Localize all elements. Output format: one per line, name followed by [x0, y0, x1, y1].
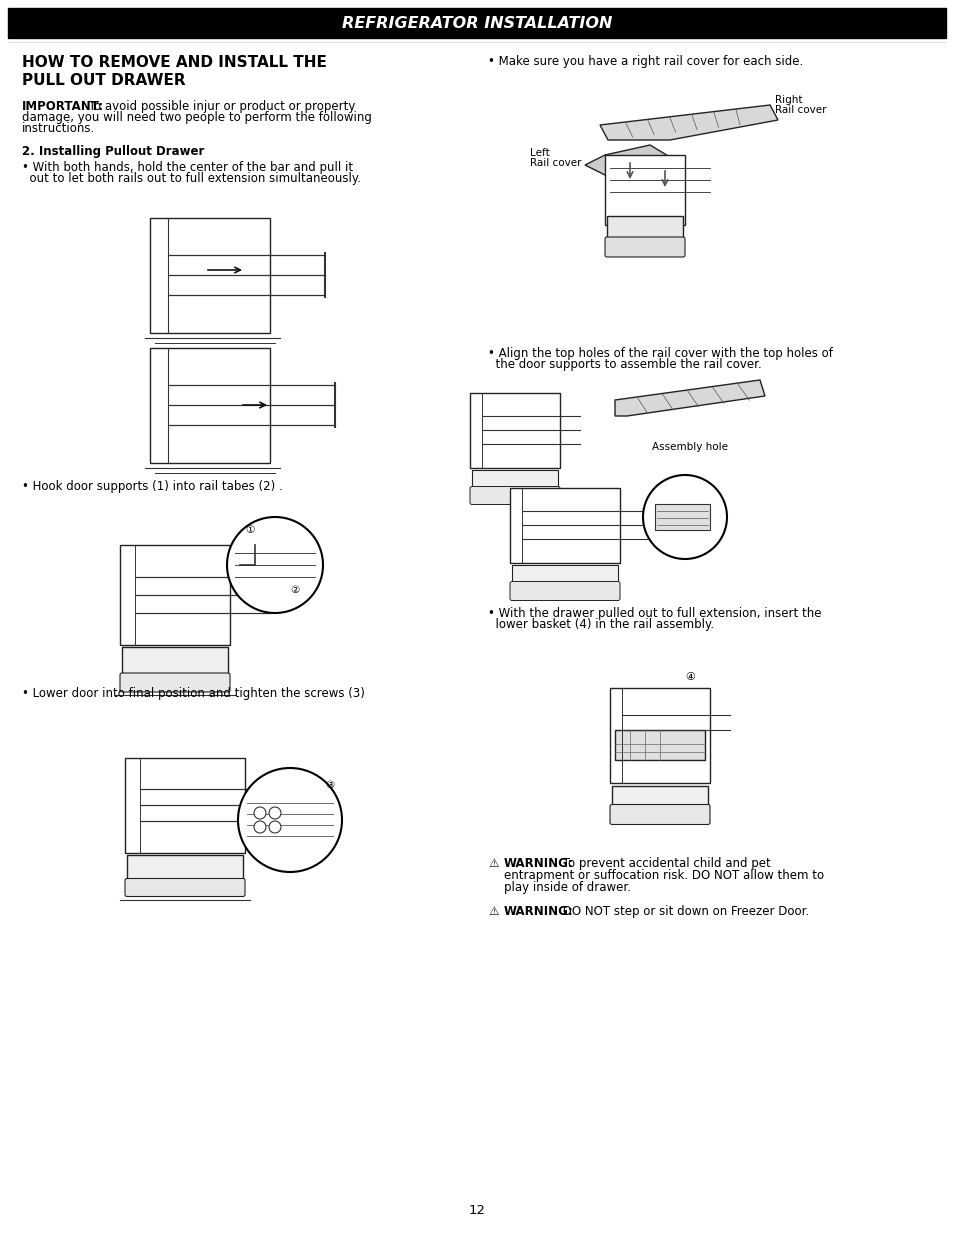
FancyBboxPatch shape	[609, 804, 709, 825]
Bar	[120, 545, 230, 645]
Circle shape	[642, 475, 726, 559]
Circle shape	[227, 517, 323, 613]
Text: REFRIGERATOR INSTALLATION: REFRIGERATOR INSTALLATION	[341, 16, 612, 31]
Text: ⚠: ⚠	[488, 905, 498, 918]
Text: Left: Left	[530, 148, 549, 158]
Text: • With the drawer pulled out to full extension, insert the: • With the drawer pulled out to full ext…	[488, 606, 821, 620]
Bar	[606, 216, 682, 240]
Text: Right: Right	[774, 95, 801, 105]
FancyBboxPatch shape	[120, 673, 230, 692]
FancyBboxPatch shape	[604, 237, 684, 257]
Text: ③: ③	[325, 781, 335, 790]
Bar	[472, 469, 558, 489]
Text: ④: ④	[684, 672, 695, 682]
Text: out to let both rails out to full extension simultaneously.: out to let both rails out to full extens…	[22, 172, 360, 185]
Text: PULL OUT DRAWER: PULL OUT DRAWER	[22, 73, 186, 88]
Bar	[470, 393, 559, 468]
Text: Rail cover: Rail cover	[774, 105, 825, 115]
FancyBboxPatch shape	[510, 582, 619, 600]
Text: WARNING:: WARNING:	[503, 857, 573, 869]
Text: IMPORTANT:: IMPORTANT:	[22, 100, 104, 112]
Bar	[8, 7, 945, 38]
Bar	[512, 564, 618, 584]
Text: • Make sure you have a right rail cover for each side.: • Make sure you have a right rail cover …	[488, 56, 802, 68]
Text: instructions.: instructions.	[22, 122, 95, 135]
Bar	[150, 217, 270, 332]
FancyBboxPatch shape	[470, 487, 559, 505]
Text: • Lower door into final position and tighten the screws (3): • Lower door into final position and tig…	[22, 687, 364, 700]
Bar	[655, 504, 709, 530]
Text: 12: 12	[468, 1204, 485, 1216]
Text: Assembly hole: Assembly hole	[651, 442, 727, 452]
Polygon shape	[599, 105, 778, 140]
Text: To prevent accidental child and pet: To prevent accidental child and pet	[558, 857, 770, 869]
Polygon shape	[584, 144, 675, 175]
Text: entrapment or suffocation risk. DO NOT allow them to: entrapment or suffocation risk. DO NOT a…	[503, 869, 823, 882]
Circle shape	[269, 806, 281, 819]
Text: play inside of drawer.: play inside of drawer.	[503, 881, 630, 894]
Circle shape	[237, 768, 341, 872]
Text: • Hook door supports (1) into rail tabes (2) .: • Hook door supports (1) into rail tabes…	[22, 480, 282, 493]
Text: DO NOT step or sit down on Freezer Door.: DO NOT step or sit down on Freezer Door.	[558, 905, 808, 918]
Text: 2. Installing Pullout Drawer: 2. Installing Pullout Drawer	[22, 144, 204, 158]
Text: ⚠: ⚠	[488, 857, 498, 869]
Polygon shape	[615, 380, 764, 416]
Text: ②: ②	[290, 585, 299, 595]
Circle shape	[269, 821, 281, 832]
Text: WARNING:: WARNING:	[503, 905, 573, 918]
Bar	[510, 488, 619, 562]
Text: • Align the top holes of the rail cover with the top holes of: • Align the top holes of the rail cover …	[488, 347, 832, 359]
Bar	[125, 757, 245, 852]
FancyBboxPatch shape	[125, 878, 245, 897]
Bar	[122, 647, 228, 676]
Circle shape	[253, 806, 266, 819]
Bar	[609, 688, 709, 783]
Bar	[127, 855, 243, 881]
Circle shape	[253, 821, 266, 832]
Bar	[604, 156, 684, 225]
Text: damage, you will need two people to perform the following: damage, you will need two people to perf…	[22, 111, 372, 124]
Text: To avoid possible injur or product or property: To avoid possible injur or product or pr…	[85, 100, 355, 112]
Text: ①: ①	[245, 525, 254, 535]
Text: Rail cover: Rail cover	[530, 158, 581, 168]
Bar	[615, 730, 704, 760]
Text: the door supports to assemble the rail cover.: the door supports to assemble the rail c…	[488, 358, 760, 370]
Text: • With both hands, hold the center of the bar and pull it: • With both hands, hold the center of th…	[22, 161, 353, 174]
Bar	[150, 347, 270, 462]
Bar	[612, 785, 707, 808]
Text: HOW TO REMOVE AND INSTALL THE: HOW TO REMOVE AND INSTALL THE	[22, 56, 327, 70]
Text: lower basket (4) in the rail assembly.: lower basket (4) in the rail assembly.	[488, 618, 714, 631]
